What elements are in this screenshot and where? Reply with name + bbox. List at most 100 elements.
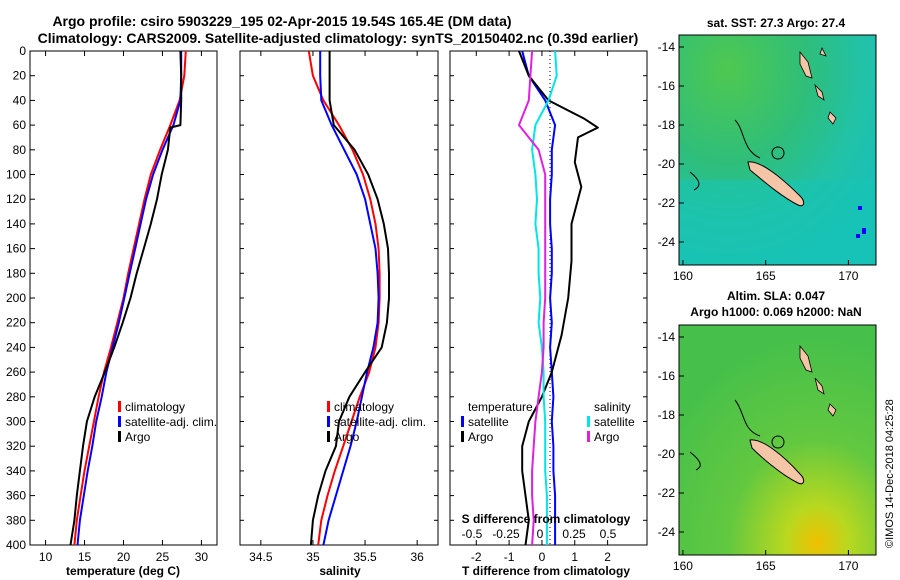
map-y-tick-label: -18	[658, 118, 676, 132]
y-tick-label: 340	[6, 464, 26, 478]
series-t-argo	[518, 50, 599, 546]
map-y-tick-label: -16	[658, 369, 676, 383]
difference-axes-frame	[449, 50, 648, 546]
map-y-tick-label: -16	[658, 79, 676, 93]
secondary-x-tick-label: -0.5	[462, 527, 483, 541]
x-tick-label: 2	[604, 550, 611, 564]
bathymetry-contour	[689, 119, 761, 191]
legend-s-argo: Argo	[594, 430, 620, 444]
y-tick-label: 0	[19, 44, 26, 58]
sla-field	[678, 324, 877, 556]
series-s-argo	[518, 50, 547, 546]
legend-swatch-t-satellite	[461, 416, 464, 427]
island-chain	[814, 46, 837, 125]
map-y-tick-label: -18	[658, 408, 676, 422]
x-tick-label: 0	[539, 550, 546, 564]
legend-swatch-s-argo	[587, 431, 590, 442]
y-tick-label: 80	[13, 143, 27, 157]
map-y-tick-label: -24	[658, 525, 676, 539]
map-y-tick-label: -20	[658, 157, 676, 171]
y-tick-label: 40	[13, 93, 27, 107]
salinity-series	[307, 50, 390, 546]
missing-data-pixels	[856, 234, 860, 238]
temperature-legend: climatology satellite-adj. clim. Argo	[118, 400, 217, 444]
legend-salinity-title: salinity	[594, 400, 631, 414]
salinity-legend: climatology satellite-adj. clim. Argo	[327, 400, 426, 444]
legend-satellite: satellite-adj. clim.	[334, 415, 426, 429]
legend-climatology: climatology	[334, 400, 394, 414]
missing-data-pixels	[858, 206, 862, 210]
sst-map-ticks: 160 165 170 -14 -16 -18 -20 -22 -24	[658, 40, 859, 283]
y-tick-label: 360	[6, 489, 26, 503]
legend-temperature-title: temperature	[468, 400, 533, 414]
y-tick-label: 140	[6, 217, 26, 231]
y-tick-label: 320	[6, 439, 26, 453]
difference-series	[518, 50, 599, 546]
bathymetry-contour	[689, 399, 761, 471]
legend-t-satellite: satellite	[468, 415, 509, 429]
secondary-x-tick-label: 0.5	[600, 527, 617, 541]
legend-swatch-climatology	[118, 401, 121, 412]
y-tick-label: 20	[13, 69, 27, 83]
map-y-tick-label: -14	[658, 330, 676, 344]
y-tick-label: 240	[6, 340, 26, 354]
legend-swatch-t-argo	[461, 431, 464, 442]
new-caledonia-island	[749, 439, 805, 485]
secondary-x-tick-label: 0.25	[562, 527, 586, 541]
vanuatu-islands	[799, 344, 813, 373]
sla-map-ticks: 160 165 170 -14 -16 -18 -20 -22 -24	[658, 330, 859, 573]
y-tick-label: 260	[6, 365, 26, 379]
y-tick-label: 160	[6, 242, 26, 256]
legend-swatch-argo	[327, 431, 330, 442]
x-tick-label: 35	[306, 550, 320, 564]
salinity-x-label: salinity	[319, 564, 361, 578]
sst-map-panel: sat. SST: 27.3 Argo: 27.4 160 165 170 -14 -1…	[658, 16, 877, 283]
new-caledonia-island	[747, 161, 805, 207]
legend-t-argo: Argo	[468, 430, 494, 444]
x-tick-label: 30	[195, 550, 209, 564]
y-tick-label: 300	[6, 415, 26, 429]
x-tick-label: 20	[117, 550, 131, 564]
title-line-1: Argo profile: csiro 5903229_195 02-Apr-2…	[52, 13, 511, 29]
map-x-tick-label: 170	[838, 269, 858, 283]
legend-swatch-satellite	[118, 416, 121, 427]
y-tick-label: 200	[6, 291, 26, 305]
y-tick-label: 180	[6, 266, 26, 280]
title-line-2: Climatology: CARS2009. Satellite-adjuste…	[38, 30, 639, 46]
series-argo	[309, 51, 390, 546]
legend-s-satellite: satellite	[594, 415, 635, 429]
x-tick-label: 35.5	[353, 550, 377, 564]
secondary-x-ticks: -0.5 -0.25 0 0.25 0.5	[462, 527, 617, 541]
argo-float-marker	[771, 146, 785, 160]
map-y-tick-label: -20	[658, 447, 676, 461]
sla-map-title-2: Argo h1000: 0.069 h2000: NaN	[690, 305, 861, 319]
legend-satellite: satellite-adj. clim.	[125, 415, 217, 429]
legend-argo: Argo	[125, 430, 151, 444]
legend-swatch-climatology	[327, 401, 330, 412]
legend-swatch-s-satellite	[587, 416, 590, 427]
temperature-x-label: temperature (deg C)	[66, 564, 180, 578]
x-tick-label: 25	[156, 550, 170, 564]
difference-x-label: T difference from climatology	[462, 564, 630, 578]
difference-x-ticks: -2 -1 0 1 2	[450, 50, 647, 564]
y-tick-label: 400	[6, 538, 26, 552]
y-tick-label: 220	[6, 316, 26, 330]
sst-warm-band	[680, 180, 875, 264]
sla-map-panel: Altim. SLA: 0.047 Argo h1000: 0.069 h200…	[658, 289, 877, 573]
legend-argo: Argo	[334, 430, 360, 444]
map-x-tick-label: 165	[756, 269, 776, 283]
temperature-x-ticks: 10 15 20 25 30	[39, 51, 209, 564]
legend-climatology: climatology	[125, 400, 185, 414]
map-y-tick-label: -14	[658, 40, 676, 54]
salinity-x-ticks: 34.5 35 35.5 36	[240, 50, 438, 564]
legend-swatch-satellite	[327, 416, 330, 427]
y-tick-label: 380	[6, 513, 26, 527]
difference-panel: -2 -1 0 1 2 T difference from climatology S …	[449, 50, 648, 578]
x-tick-label: 34.5	[249, 550, 273, 564]
x-tick-label: 10	[39, 550, 53, 564]
series-argo	[69, 50, 183, 546]
map-y-tick-label: -22	[658, 486, 676, 500]
salinity-panel: 34.5 35 35.5 36 salinity climatology satell…	[239, 50, 439, 578]
vanuatu-islands	[799, 50, 813, 79]
map-x-tick-label: 160	[673, 559, 693, 573]
